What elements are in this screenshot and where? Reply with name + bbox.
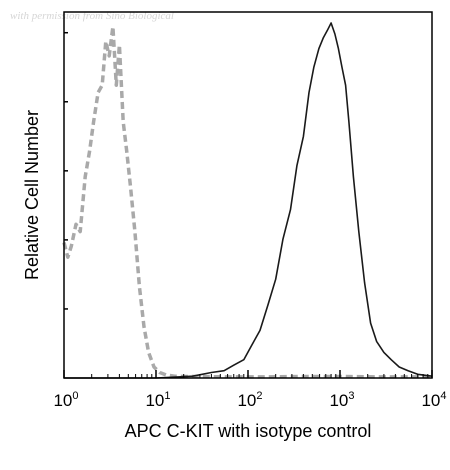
isotype-control-line — [62, 24, 432, 379]
x-tick-label: 103 — [329, 390, 354, 410]
axes: 100 101 102 103 104 — [53, 11, 447, 410]
x-axis-label: APC C-KIT with isotype control — [125, 421, 372, 441]
x-tick-label: 101 — [145, 390, 170, 410]
watermark-text: with permission from Sino Biological — [10, 10, 174, 22]
x-tick-label: 102 — [237, 390, 262, 410]
y-axis-label: Relative Cell Number — [22, 110, 42, 280]
c-kit-histogram-line — [64, 22, 433, 379]
x-tick-label: 104 — [421, 390, 446, 410]
plot-area — [62, 22, 433, 379]
x-tick-label: 100 — [53, 390, 78, 410]
plot-frame — [63, 11, 433, 379]
